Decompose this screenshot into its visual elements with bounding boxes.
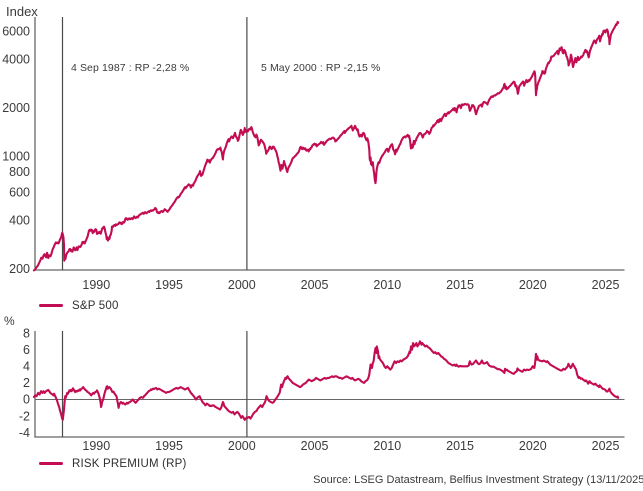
- risk-premium-legend-label: RISK PREMIUM (RP): [72, 457, 187, 470]
- bottom-x-tick-label: 2000: [228, 439, 256, 453]
- bottom-y-tick-label: -4: [19, 426, 30, 440]
- risk-premium-legend-swatch-icon: [39, 461, 63, 466]
- risk-premium-line: [32, 340, 620, 421]
- sp500-legend: S&P 500: [39, 299, 119, 312]
- bottom-x-tick-label: 1990: [82, 439, 110, 453]
- source-text: Source: LSEG Datastream, Belfius Investm…: [313, 474, 643, 486]
- bottom-x-tick-label: 2010: [373, 439, 401, 453]
- top-x-tick-label: 2010: [373, 278, 401, 292]
- top-y-tick-label: 2000: [2, 101, 30, 115]
- bottom-x-tick-label: 2025: [592, 439, 620, 453]
- bottom-y-tick-label: 6: [23, 343, 30, 357]
- top-x-tick-label: 2005: [301, 278, 329, 292]
- top-y-tick-label: 400: [9, 214, 30, 228]
- annotation-2000-label: 5 May 2000 : RP -2,15 %: [261, 62, 381, 74]
- sp500-legend-label: S&P 500: [72, 299, 119, 312]
- top-x-tick-label: 2000: [228, 278, 256, 292]
- bottom-y-tick-label: -2: [19, 409, 30, 423]
- sp500-legend-swatch-icon: [39, 303, 63, 308]
- top-axis-title: Index: [6, 4, 38, 19]
- top-y-tick-label: 800: [9, 165, 30, 179]
- bottom-x-tick-label: 1995: [155, 439, 183, 453]
- bottom-y-tick-label: 0: [23, 393, 30, 407]
- annotation-1987-label: 4 Sep 1987 : RP -2,28 %: [71, 62, 190, 74]
- bottom-y-tick-label: 8: [23, 326, 30, 340]
- top-y-tick-label: 1000: [2, 150, 30, 164]
- bottom-x-tick-label: 2015: [446, 439, 474, 453]
- top-y-tick-label: 200: [9, 262, 30, 276]
- bottom-y-tick-label: 4: [23, 360, 30, 374]
- bottom-y-tick-label: 2: [23, 376, 30, 390]
- top-x-tick-label: 1990: [82, 278, 110, 292]
- bottom-x-tick-label: 2005: [301, 439, 329, 453]
- bottom-x-tick-label: 2020: [519, 439, 547, 453]
- sp500-line: [32, 20, 620, 272]
- top-y-tick-label: 6000: [2, 24, 30, 38]
- top-chart-axes: [34, 17, 625, 271]
- top-x-tick-label: 1995: [155, 278, 183, 292]
- risk-premium-legend: RISK PREMIUM (RP): [39, 457, 187, 470]
- top-x-tick-label: 2025: [592, 278, 620, 292]
- bottom-chart-axes: [34, 331, 625, 438]
- bottom-axis-title: %: [4, 314, 15, 328]
- top-x-tick-label: 2015: [446, 278, 474, 292]
- top-y-tick-label: 600: [9, 185, 30, 199]
- top-x-tick-label: 2020: [519, 278, 547, 292]
- top-y-tick-label: 4000: [2, 53, 30, 67]
